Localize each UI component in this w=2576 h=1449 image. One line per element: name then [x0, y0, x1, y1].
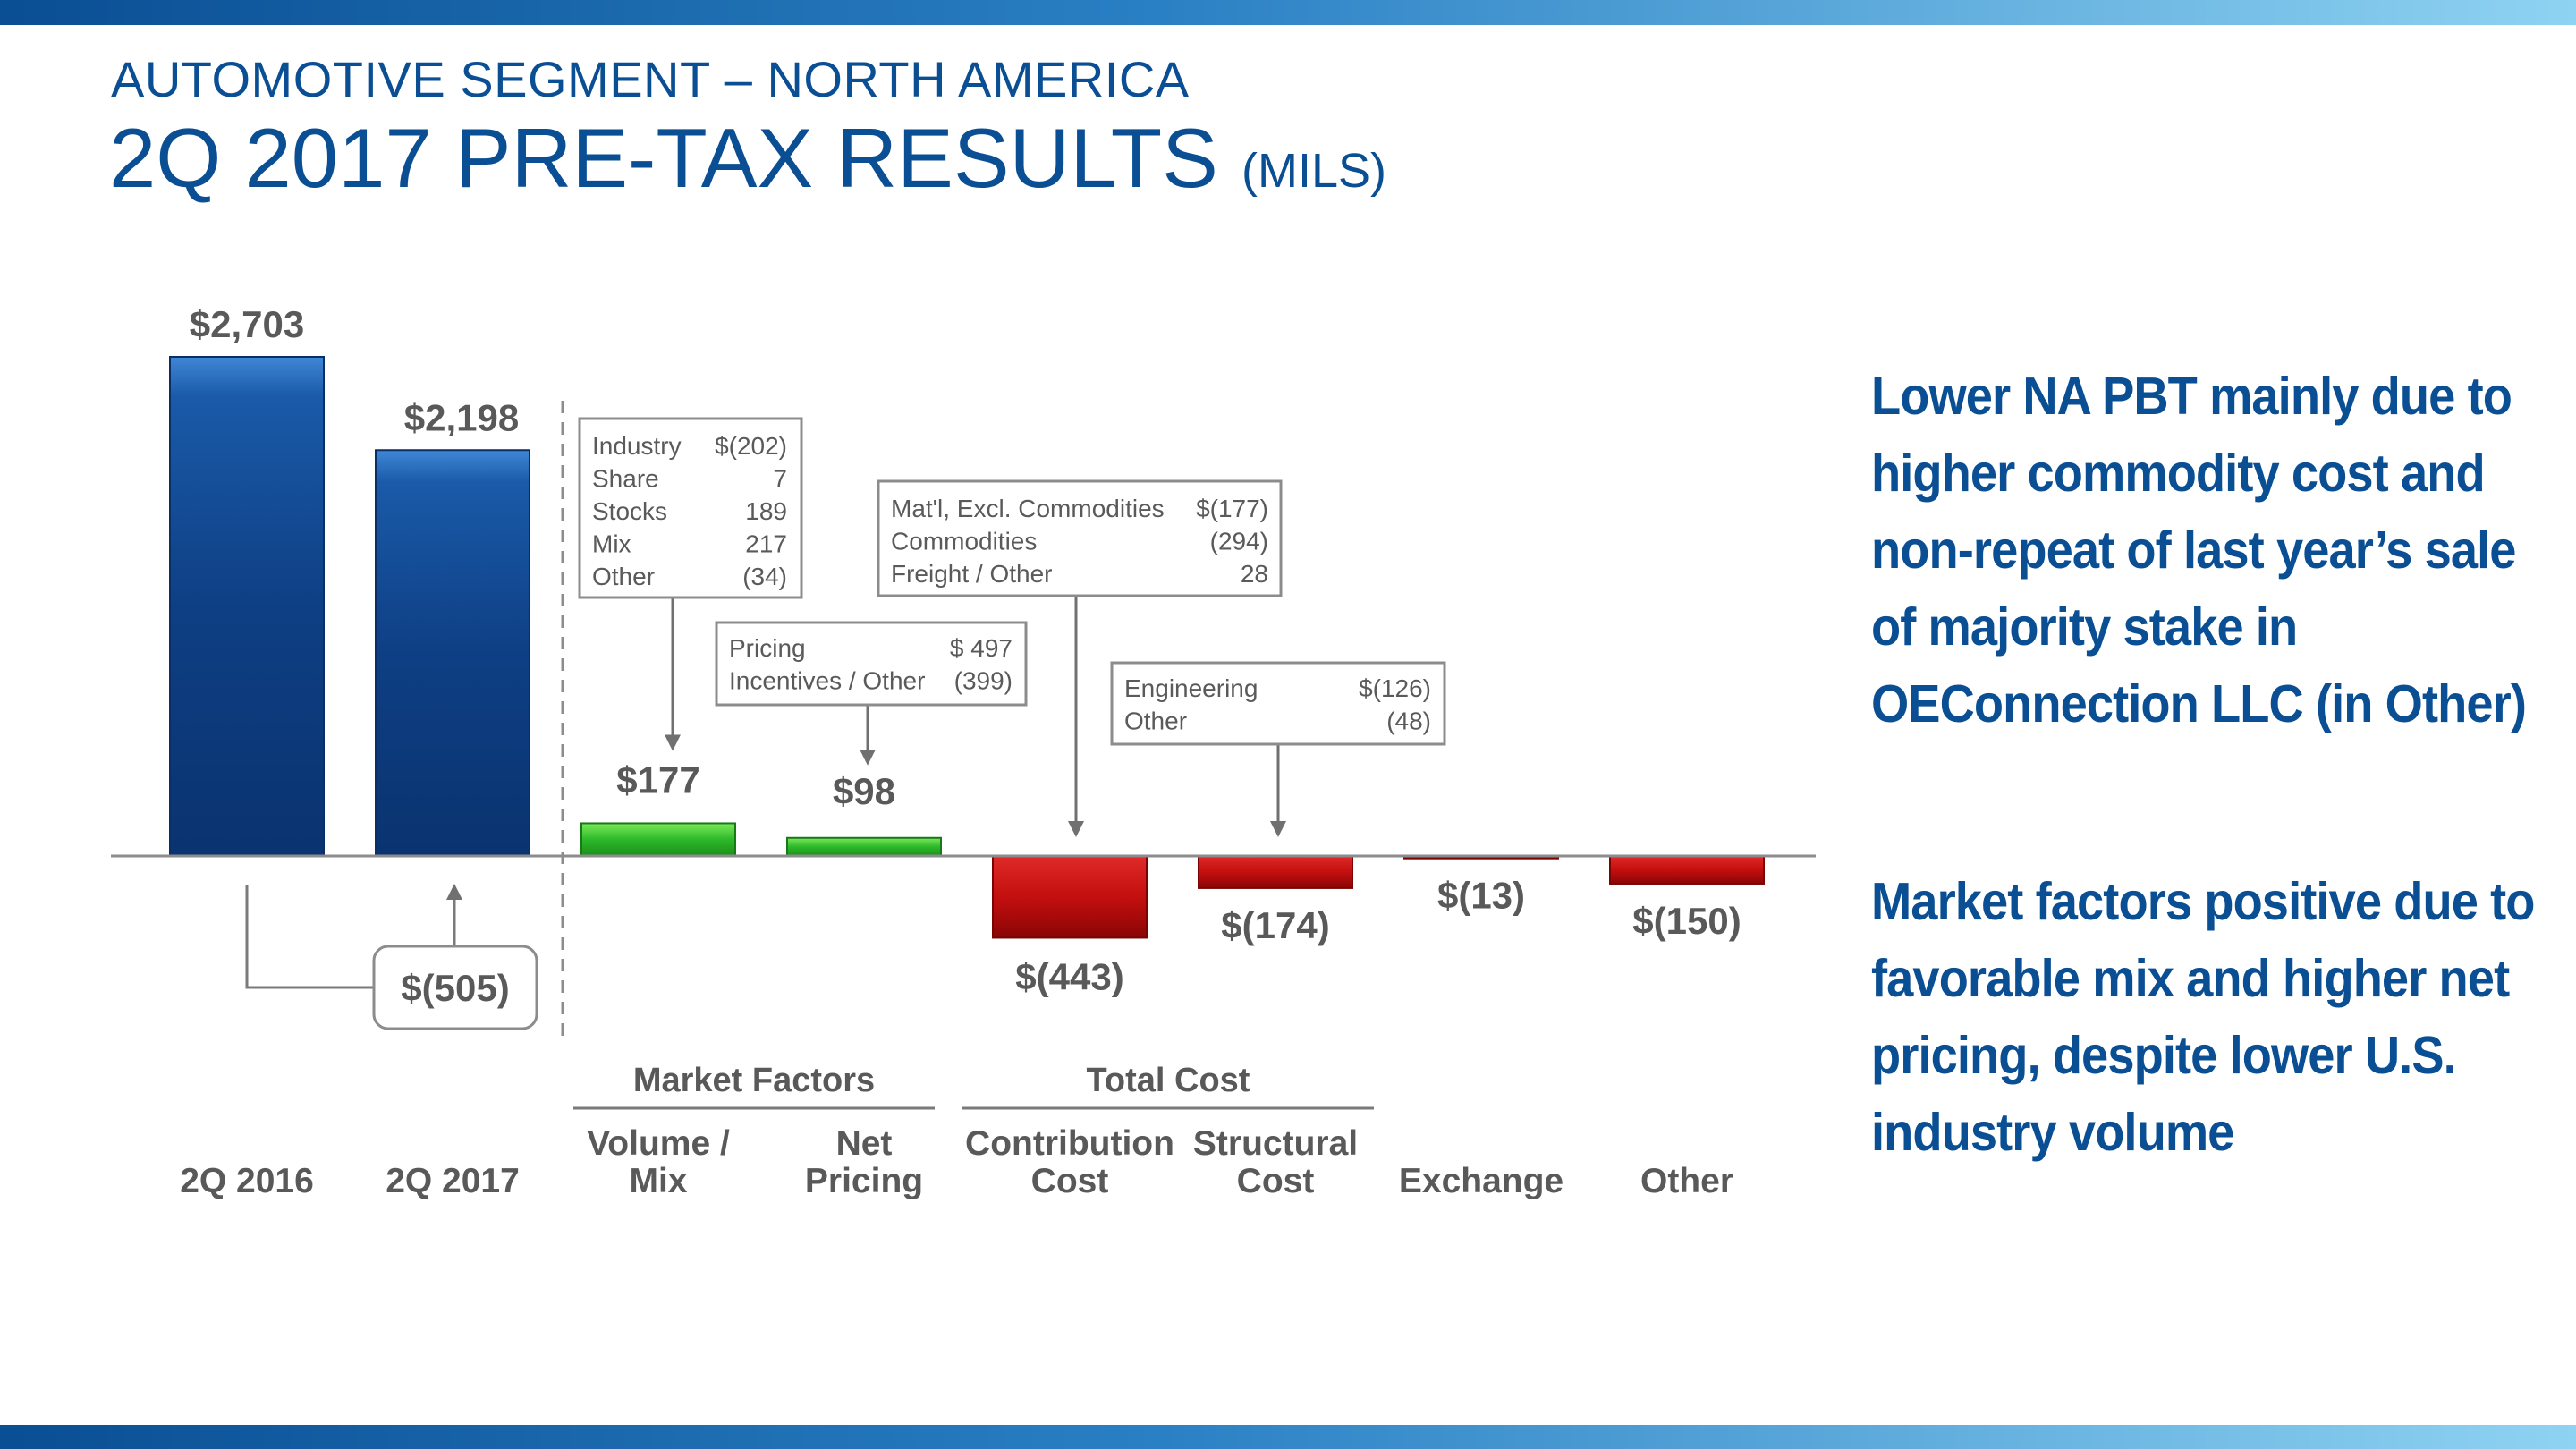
annotation-row-value: (294)	[1210, 528, 1268, 555]
bar-net-pricing	[786, 836, 942, 858]
group-label: Market Factors	[633, 1062, 875, 1099]
category-label: Pricing	[805, 1162, 923, 1200]
top-gradient-band	[0, 0, 2576, 25]
category-label: Other	[1640, 1162, 1733, 1200]
units-label: (MILS)	[1241, 144, 1386, 198]
bar-2q-2016	[169, 356, 325, 857]
annotation-row-value: 7	[773, 465, 787, 493]
category-label: 2Q 2017	[386, 1162, 520, 1200]
annotation-row-value: $(126)	[1359, 674, 1431, 702]
value-label: $177	[616, 758, 699, 801]
group-label: Total Cost	[1087, 1062, 1250, 1099]
annotation-row-label: Mix	[592, 530, 631, 558]
annotation-row-value: (48)	[1386, 708, 1431, 735]
annotation-row-label: Commodities	[891, 528, 1037, 555]
value-label: $2,703	[190, 303, 304, 345]
value-label: $2,198	[404, 396, 519, 438]
annotation-row-label: Freight / Other	[891, 560, 1053, 588]
annotation-box	[877, 479, 1283, 597]
bar-2q-2017	[375, 449, 530, 857]
annotation-row-value: (399)	[954, 667, 1013, 695]
annotation-row-value: 217	[745, 530, 787, 558]
annotation-row-label: Incentives / Other	[729, 667, 925, 695]
category-label: Exchange	[1399, 1162, 1563, 1200]
annotation-row-label: Mat'l, Excl. Commodities	[891, 495, 1165, 522]
value-label: $(174)	[1221, 904, 1329, 946]
commentary-point-2: Market factors positive due to favorable…	[1871, 872, 2535, 1162]
category-label: Structural	[1193, 1124, 1358, 1163]
category-label: Mix	[629, 1162, 687, 1200]
category-label: 2Q 2016	[180, 1162, 314, 1200]
bar-structural-cost	[1198, 855, 1353, 889]
change-connector-line	[245, 885, 374, 989]
commentary-point-1: Lower NA PBT mainly due to higher commod…	[1871, 367, 2527, 733]
annotation-row-value: 28	[1241, 560, 1268, 588]
page-title-text: 2Q 2017 PRE-TAX RESULTS	[109, 111, 1218, 205]
bar-volume-mix	[580, 822, 736, 857]
value-label: $(13)	[1437, 875, 1525, 917]
annotation-row-value: 189	[745, 497, 787, 525]
bar-other	[1609, 855, 1765, 885]
annotation-row-value: $(202)	[715, 432, 787, 460]
value-label: $98	[833, 770, 895, 812]
annotation-row-label: Pricing	[729, 634, 806, 662]
annotation-box	[1110, 661, 1446, 746]
value-label: $(150)	[1632, 900, 1741, 942]
bar-contribution-cost	[992, 855, 1148, 939]
category-label: Net	[836, 1124, 893, 1163]
category-label: Cost	[1031, 1162, 1109, 1200]
page-title: 2Q 2017 PRE-TAX RESULTS (MILS)	[109, 116, 1386, 200]
segment-subtitle: AUTOMOTIVE SEGMENT – NORTH AMERICA	[111, 51, 1190, 107]
annotation-row-label: Industry	[592, 432, 682, 460]
change-box	[372, 945, 538, 1030]
category-label: Volume /	[587, 1124, 730, 1163]
annotation-row-label: Other	[592, 563, 655, 590]
annotation-box	[578, 417, 803, 599]
annotation-box	[715, 621, 1028, 707]
bottom-gradient-band	[0, 1425, 2576, 1449]
annotation-row-label: Engineering	[1124, 674, 1258, 702]
annotation-row-value: $ 497	[950, 634, 1013, 662]
category-label: Cost	[1237, 1162, 1315, 1200]
annotation-row-label: Share	[592, 465, 659, 493]
value-label: $(443)	[1015, 955, 1123, 997]
annotation-row-label: Other	[1124, 708, 1187, 735]
annotation-row-label: Stocks	[592, 497, 667, 525]
annotation-row-value: $(177)	[1196, 495, 1268, 522]
change-value-label: $(505)	[401, 967, 509, 1009]
annotation-row-value: (34)	[742, 563, 787, 590]
category-label: Contribution	[965, 1124, 1174, 1163]
